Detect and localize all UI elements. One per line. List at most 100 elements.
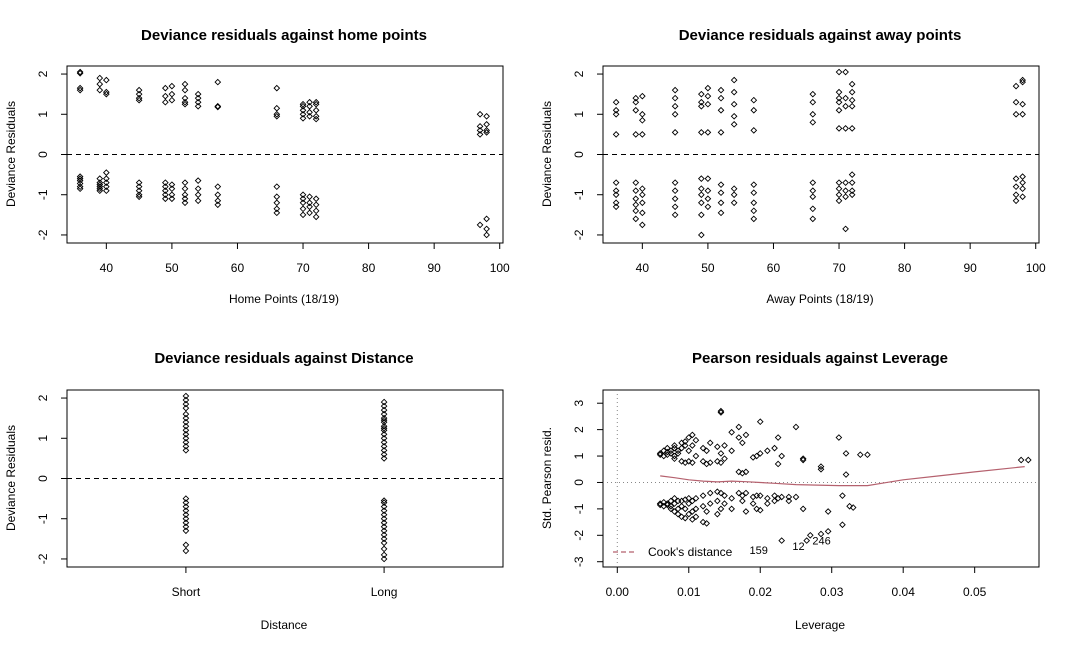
data-point (639, 185, 646, 193)
data-point (380, 430, 388, 438)
data-point (817, 530, 825, 538)
data-point (380, 406, 388, 414)
data-point (162, 179, 169, 186)
data-point (639, 92, 646, 100)
data-point (96, 187, 104, 195)
data-point (299, 100, 307, 108)
data-point (273, 110, 281, 118)
data-point (717, 450, 725, 457)
data-point (678, 513, 685, 521)
data-point (671, 110, 679, 118)
x-tick-label: 100 (490, 261, 510, 275)
data-point (824, 527, 832, 535)
data-point (299, 205, 307, 213)
leverage-panel: Pearson residuals against Leverage Lever… (540, 350, 1040, 632)
data-point (194, 191, 202, 199)
data-point (380, 424, 388, 432)
x-tick-label: 70 (832, 261, 846, 275)
data-point (842, 187, 849, 195)
data-point (380, 545, 388, 553)
data-point (168, 90, 176, 98)
data-point (380, 438, 388, 446)
data-point (76, 185, 84, 193)
data-point (632, 195, 640, 203)
data-point (181, 195, 189, 203)
data-point (706, 500, 714, 507)
data-point (692, 494, 700, 502)
data-point (730, 76, 738, 84)
data-point (306, 209, 313, 217)
data-point (750, 96, 758, 104)
away-points-panel: Deviance residuals against away points A… (540, 27, 1046, 306)
data-point (181, 80, 189, 88)
data-point (103, 187, 110, 195)
data-point (182, 495, 190, 502)
data-point (824, 508, 832, 515)
data-point (181, 86, 189, 94)
data-point (135, 191, 143, 199)
data-point (612, 179, 620, 186)
data-point (639, 116, 646, 124)
chart-title: Deviance residuals against home points (141, 27, 427, 44)
data-point (674, 447, 682, 455)
data-point (312, 112, 320, 120)
y-axis-label: Deviance Residuals (4, 425, 18, 531)
y-tick-label: -1 (36, 513, 50, 524)
data-point (835, 434, 843, 441)
data-point (671, 94, 679, 102)
data-point (848, 187, 856, 195)
data-point (182, 434, 190, 442)
data-point (714, 457, 721, 465)
data-point (692, 452, 700, 460)
data-point (312, 195, 320, 203)
data-point (656, 501, 664, 509)
data-point (612, 187, 620, 195)
data-point (483, 215, 490, 223)
x-axis-label: Away Points (18/19) (766, 292, 873, 306)
data-point (639, 131, 646, 138)
data-point (835, 94, 843, 102)
data-point (483, 120, 490, 128)
data-point (182, 418, 190, 426)
data-point (735, 468, 743, 476)
data-point (162, 191, 169, 199)
data-point (704, 203, 712, 211)
data-point (380, 555, 388, 563)
data-point (380, 503, 388, 510)
data-point (774, 460, 782, 468)
data-point (612, 191, 620, 199)
data-point (639, 221, 646, 229)
data-point (671, 211, 679, 219)
data-point (380, 535, 388, 543)
x-tick-label: 0.04 (892, 585, 916, 599)
data-point (162, 98, 169, 106)
x-tick-label: 60 (767, 261, 781, 275)
data-point (735, 423, 743, 431)
data-point (839, 492, 846, 500)
data-point (809, 187, 817, 195)
x-tick-label: 70 (296, 261, 310, 275)
data-point (835, 125, 843, 132)
data-point (76, 86, 84, 94)
data-point (380, 455, 388, 462)
data-point (717, 459, 725, 466)
data-point (689, 431, 696, 439)
home-points-panel: Deviance residuals against home points H… (4, 27, 510, 306)
data-point (380, 511, 388, 519)
point-label: 246 (812, 536, 830, 548)
data-point (803, 537, 811, 544)
data-point (756, 418, 764, 426)
data-point (162, 187, 169, 195)
data-point (182, 400, 190, 408)
data-point (792, 493, 800, 501)
data-point (214, 191, 222, 199)
data-point (671, 508, 678, 515)
data-point (667, 447, 675, 455)
data-point (639, 110, 646, 118)
data-point (739, 439, 746, 447)
x-axis-label: Home Points (18/19) (229, 292, 339, 306)
data-point (835, 88, 843, 96)
data-point (380, 442, 388, 450)
data-point (704, 100, 712, 108)
